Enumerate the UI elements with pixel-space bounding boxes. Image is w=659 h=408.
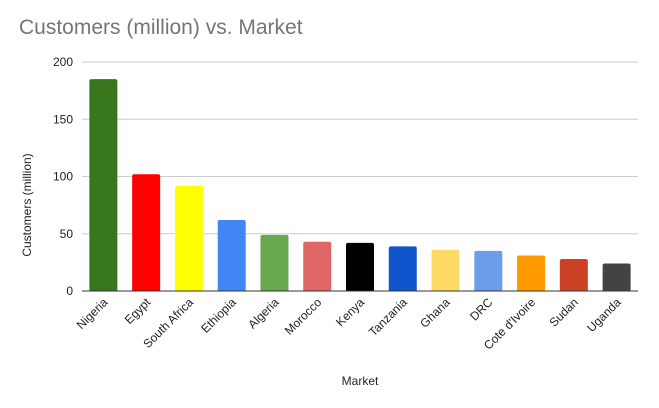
- bar-south-africa: [174, 185, 203, 291]
- x-tick-label: DRC: [467, 295, 496, 324]
- bar-ghana: [431, 249, 460, 291]
- x-tick-label: Sudan: [547, 295, 581, 329]
- bar-ethiopia: [217, 220, 246, 291]
- x-tick-label: Algeria: [245, 295, 282, 332]
- x-tick-label: Egypt: [122, 295, 154, 327]
- y-tick-label: 150: [53, 112, 73, 126]
- chart-title: Customers (million) vs. Market: [19, 16, 303, 39]
- y-tick-label: 200: [53, 55, 73, 69]
- x-tick-label: Uganda: [584, 295, 624, 335]
- x-tick-label: Ethiopia: [198, 295, 239, 336]
- bars: [89, 79, 631, 291]
- bar-algeria: [260, 234, 289, 291]
- gridlines: [82, 61, 638, 235]
- x-tick-label: Kenya: [333, 295, 367, 329]
- x-tick-label: Nigeria: [74, 295, 111, 332]
- y-tick-label: 100: [53, 170, 73, 184]
- y-tick-labels: 0 50 100 150 200: [53, 55, 73, 298]
- x-tick-label: Ghana: [417, 295, 453, 331]
- x-axis-title: Market: [342, 374, 379, 388]
- x-tick-label: Tanzania: [366, 295, 410, 339]
- y-tick-label: 0: [66, 284, 73, 298]
- y-tick-label: 50: [60, 227, 74, 241]
- bar-kenya: [346, 242, 374, 291]
- bar-nigeria: [89, 79, 118, 291]
- bar-cote-d-ivoire: [517, 255, 546, 291]
- bar-drc: [474, 250, 503, 291]
- bar-uganda: [602, 263, 631, 291]
- bar-tanzania: [388, 246, 417, 291]
- y-axis-title: Customers (million): [20, 153, 34, 256]
- bar-egypt: [132, 174, 161, 291]
- x-tick-label: Morocco: [282, 295, 325, 338]
- bar-morocco: [303, 241, 332, 291]
- bar-sudan: [559, 258, 588, 291]
